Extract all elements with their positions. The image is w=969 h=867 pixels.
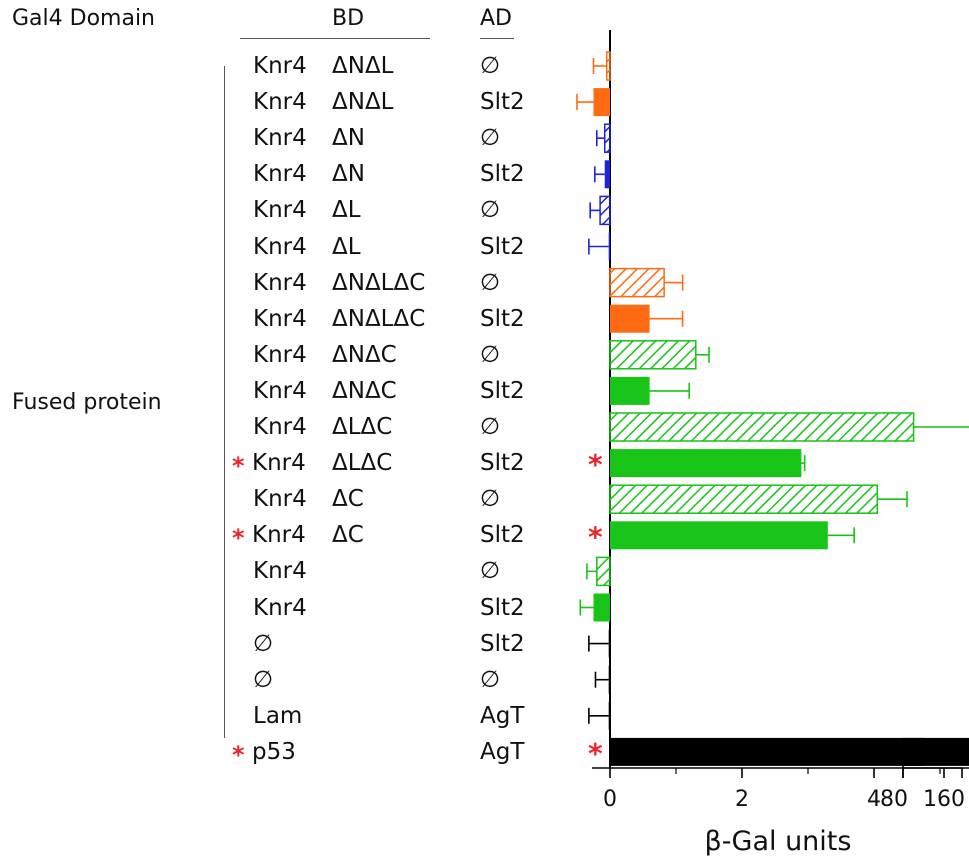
fused-protein-label: Fused protein [12, 390, 162, 415]
bd-deletion: ΔNΔL [332, 53, 394, 79]
bar-broken-segment [903, 737, 924, 766]
bd-deletion: ΔLΔC [332, 414, 393, 440]
bar [609, 340, 697, 370]
significance-star: * [588, 520, 603, 553]
ad-partner: ∅ [480, 414, 501, 440]
bd-deletion: ΔL [332, 233, 361, 260]
ad-partner: Slt2 [480, 630, 525, 657]
bd-protein: Knr4 [253, 197, 307, 224]
bd-protein: Knr4 [253, 125, 307, 152]
bd-underline [240, 38, 430, 39]
bd-protein: Knr4 [253, 233, 307, 260]
bd-deletion: ΔNΔLΔC [332, 305, 426, 332]
bd-deletion: ΔN [332, 125, 365, 152]
bd-protein: Knr4 [253, 305, 307, 332]
bd-deletion: ΔNΔC [332, 341, 397, 368]
bd-protein: Lam [253, 702, 303, 729]
bar [608, 701, 611, 730]
significance-star: * [232, 452, 245, 481]
bd-protein: ∅ [253, 666, 274, 693]
ad-partner: Slt2 [480, 305, 525, 332]
ad-partner: AgT [480, 702, 525, 729]
ad-header: AD [480, 6, 512, 31]
ad-partner: Slt2 [480, 522, 525, 549]
ad-partner: Slt2 [480, 450, 525, 477]
ad-underline [480, 38, 514, 39]
bar [609, 267, 665, 298]
bar [610, 449, 802, 478]
bd-protein: p53 [252, 738, 296, 765]
ad-partner: Slt2 [480, 161, 525, 188]
bd-deletion: ΔN [332, 161, 365, 188]
x-tick-label: 2 [735, 787, 749, 812]
ad-partner: ∅ [480, 486, 501, 513]
bar [610, 521, 828, 550]
bar [608, 665, 611, 694]
bar [593, 593, 610, 622]
bar [610, 376, 650, 405]
significance-star: * [588, 448, 603, 481]
bd-deletion: ΔNΔL [332, 89, 394, 116]
bar [608, 232, 611, 261]
x-tick-label: 0 [603, 787, 617, 812]
bar [609, 412, 915, 442]
ad-partner: Slt2 [480, 377, 525, 404]
bar [609, 484, 879, 514]
bd-header: BD [332, 6, 365, 31]
ad-partner: Slt2 [480, 89, 525, 116]
bd-protein: ∅ [253, 630, 274, 657]
bd-protein: Knr4 [253, 341, 307, 368]
ad-partner: ∅ [480, 53, 501, 79]
significance-star: * [232, 524, 245, 553]
bd-protein: Knr4 [253, 89, 307, 116]
ad-partner: ∅ [480, 197, 501, 224]
bar [603, 123, 611, 153]
x-axis-label: β-Gal units [705, 826, 852, 857]
bd-protein: Knr4 [252, 522, 306, 549]
bar [599, 195, 611, 226]
bd-deletion: ΔNΔLΔC [332, 269, 426, 296]
bd-protein: Knr4 [253, 414, 307, 440]
significance-star: * [588, 737, 603, 770]
bd-deletion: ΔNΔC [332, 377, 397, 404]
bar [593, 88, 610, 117]
bd-protein: Knr4 [253, 161, 307, 188]
bd-protein: Knr4 [253, 269, 307, 296]
bar [596, 556, 611, 587]
ad-partner: ∅ [480, 125, 501, 152]
bd-deletion: ΔC [332, 486, 364, 513]
x-tick-label: 160 [923, 787, 965, 812]
bd-protein: Knr4 [253, 558, 307, 585]
bd-protein: Knr4 [252, 450, 306, 477]
bd-deletion: ΔLΔC [332, 450, 393, 477]
bd-protein: Knr4 [253, 377, 307, 404]
ad-partner: ∅ [480, 666, 501, 693]
gal4-domain-label: Gal4 Domain [12, 6, 155, 31]
bd-deletion: ΔC [332, 522, 364, 549]
bd-deletion: ΔL [332, 197, 361, 224]
ad-partner: ∅ [480, 269, 501, 296]
ad-partner: ∅ [480, 558, 501, 585]
bar [610, 304, 650, 333]
bd-protein: Knr4 [253, 486, 307, 513]
x-tick-label: 4 [867, 787, 881, 812]
bar [604, 160, 610, 189]
ad-partner: AgT [480, 738, 525, 765]
x-tick-label: 80 [880, 787, 908, 812]
ad-partner: Slt2 [480, 594, 525, 621]
bd-protein: Knr4 [253, 594, 307, 621]
bar [605, 51, 611, 81]
bar [608, 629, 611, 658]
fused-protein-bracket [224, 66, 225, 738]
ad-partner: ∅ [480, 341, 501, 368]
ad-partner: Slt2 [480, 233, 525, 260]
significance-star: * [232, 740, 245, 769]
bd-protein: Knr4 [253, 53, 307, 79]
